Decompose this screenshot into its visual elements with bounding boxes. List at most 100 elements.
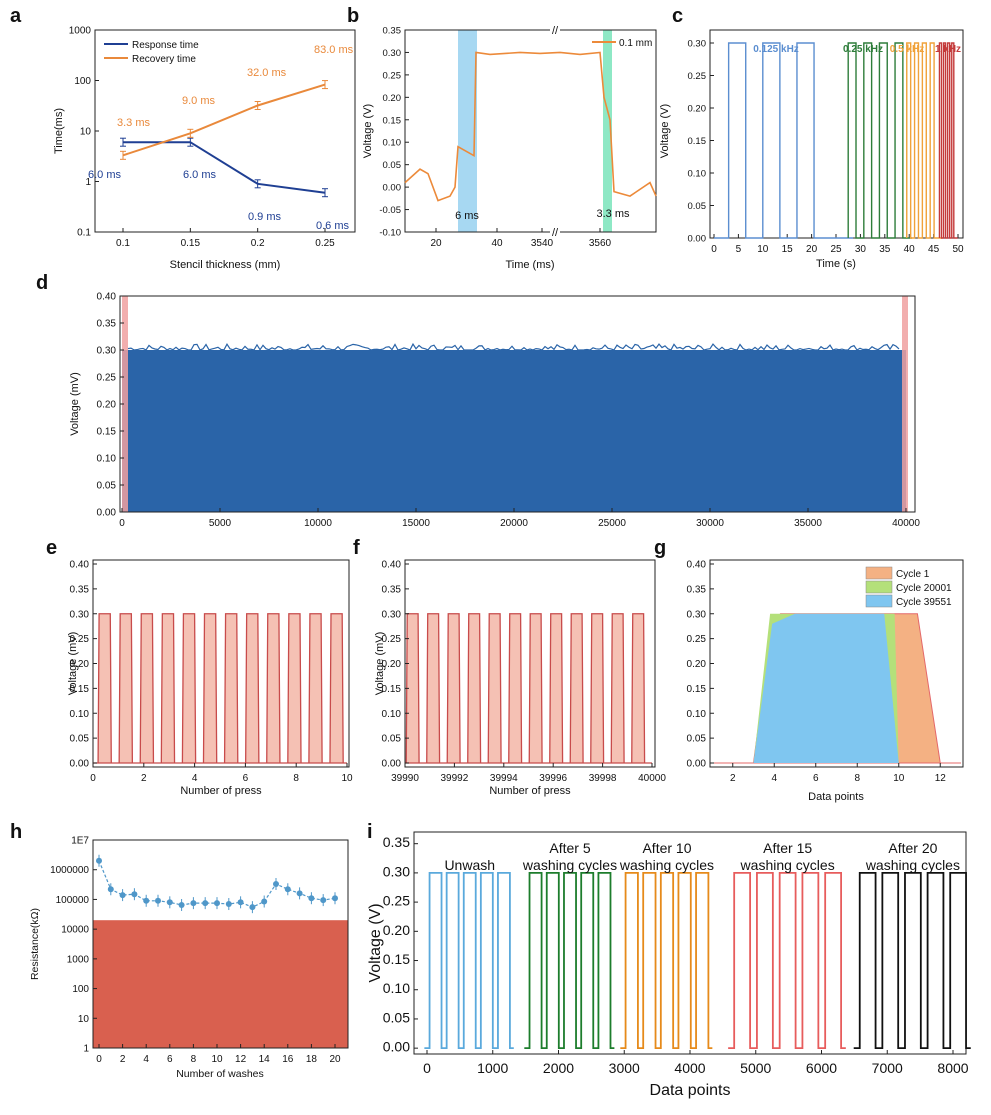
square-wave	[424, 871, 514, 1050]
x-tick-label: 12	[235, 1054, 247, 1065]
square-wave	[847, 42, 913, 239]
legend-swatch	[865, 566, 893, 580]
y-tick-label: 0.25	[688, 71, 707, 82]
legend-entry: Cycle 1	[896, 569, 930, 580]
square-wave	[524, 871, 615, 1050]
data-point	[178, 901, 185, 908]
x-tick-label: 6000	[806, 1060, 837, 1076]
y-tick-label: 0.15	[97, 427, 117, 438]
x-tick-label: 40000	[892, 518, 920, 529]
series-label: 1 kHz	[935, 44, 961, 55]
y-tick-label: 0.30	[97, 346, 117, 357]
panel-i: 0.00 0.05 0.10 0.15 0.20 0.25 0.30 0.35 0 1000 200…	[367, 831, 971, 1099]
panel-letter: h	[10, 821, 22, 843]
panel-d: 0.00 0.05 0.10 0.15 0.20 0.25 0.30 0.35 0.40 0 500…	[69, 292, 920, 530]
y-tick-label: 0.05	[70, 734, 90, 745]
series-label: washing cycles	[619, 857, 714, 873]
panel-e: 0.00 0.05 0.10 0.15 0.20 0.25 0.30 0.35 0.40 0 2 4 6…	[67, 559, 353, 797]
pulse-area	[122, 350, 906, 512]
y-tick-label: 100	[72, 984, 89, 995]
y-tick-label: -0.05	[379, 205, 401, 216]
y-tick-label: 0.30	[688, 39, 707, 50]
x-tick-label: 6	[243, 773, 249, 784]
x-tick-label: 15	[782, 244, 794, 255]
data-point	[296, 890, 303, 897]
data-point	[249, 904, 256, 911]
y-axis-label: Time(ms)	[53, 108, 65, 154]
y-tick-label: 0.05	[687, 734, 707, 745]
square-wave	[728, 871, 846, 1050]
data-label: 6.0 ms	[183, 169, 217, 181]
x-tick-label: 18	[306, 1054, 318, 1065]
panel-letter: e	[46, 537, 57, 559]
y-tick-label: 0.05	[688, 201, 707, 212]
x-tick-label: 10	[341, 773, 353, 784]
y-tick-label: 1	[85, 177, 91, 188]
y-tick-label: 0.25	[97, 373, 117, 384]
y-tick-label: 0.30	[383, 48, 402, 59]
x-tick-label: 30000	[696, 518, 724, 529]
x-tick-label: 5000	[740, 1060, 771, 1076]
y-tick-label: 100	[74, 76, 91, 87]
x-axis-label: Data points	[808, 791, 864, 803]
plot-frame	[404, 29, 657, 233]
x-axis-label: Number of press	[489, 785, 571, 797]
x-tick-label: 2	[120, 1054, 126, 1065]
y-tick-label: 0.10	[70, 709, 90, 720]
series-line	[122, 83, 326, 157]
legend-entry: Cycle 20001	[896, 583, 952, 594]
data-point	[225, 901, 232, 908]
data-point	[96, 857, 102, 864]
x-tick-label: 10	[211, 1054, 223, 1065]
y-tick-label: 0.25	[687, 634, 707, 645]
x-tick-label: 10000	[304, 518, 332, 529]
data-point	[237, 899, 244, 906]
data-label: 3.3 ms	[117, 117, 151, 129]
x-tick-label: 0	[423, 1060, 431, 1076]
x-tick-label: 6	[167, 1054, 173, 1065]
x-tick-label: 12	[935, 773, 947, 784]
y-axis-label: Voltage (mV)	[69, 372, 81, 436]
x-tick-label: 2	[730, 773, 736, 784]
panel-g: 0.00 0.05 0.10 0.15 0.20 0.25 0.30 0.35 0.40 2 4 6 8…	[687, 559, 964, 803]
data-label: 0.9 ms	[248, 211, 282, 223]
y-tick-label: 100000	[56, 895, 90, 906]
data-label: 6.0 ms	[88, 169, 122, 181]
y-tick-label: 0.10	[688, 169, 707, 180]
x-tick-label: 2	[141, 773, 147, 784]
x-tick-label: 39990	[391, 773, 419, 784]
panel-letter: b	[347, 5, 359, 27]
y-tick-label: 0.30	[382, 609, 402, 620]
y-tick-label: 0.15	[383, 951, 410, 967]
y-tick-label: 0.15	[688, 136, 707, 147]
plot-frame	[92, 839, 349, 1049]
y-tick-label: 0.35	[383, 834, 410, 850]
y-tick-label: 0.40	[70, 560, 90, 571]
y-tick-label: -0.10	[379, 228, 401, 239]
highlight-end	[902, 296, 908, 512]
y-tick-label: 1E7	[71, 836, 89, 847]
x-tick-label: 40	[904, 244, 916, 255]
x-tick-label: 50	[952, 244, 964, 255]
y-tick-label: 0.20	[70, 659, 90, 670]
x-tick-label: 3000	[609, 1060, 640, 1076]
y-tick-label: 0.30	[687, 609, 707, 620]
break-mark: //	[552, 227, 559, 239]
x-tick-label: 4	[192, 773, 198, 784]
x-axis-label: Number of press	[180, 785, 262, 797]
x-tick-label: 20000	[500, 518, 528, 529]
panel-a: 0.1 1 10 100 1000 0.1 0.15 0.2 0.25 Stencil thick…	[53, 26, 356, 271]
square-wave	[714, 42, 854, 239]
break-mark: //	[552, 25, 559, 37]
square-wave	[620, 871, 713, 1050]
x-tick-label: 5	[736, 244, 742, 255]
series-label: After 10	[642, 840, 691, 856]
data-point	[261, 898, 268, 905]
x-tick-label: 8	[854, 773, 860, 784]
y-tick-label: 0.25	[382, 634, 402, 645]
data-point	[119, 892, 126, 899]
y-tick-label: 0.10	[383, 138, 402, 149]
y-tick-label: 0.40	[687, 560, 707, 571]
square-wave	[906, 42, 943, 239]
